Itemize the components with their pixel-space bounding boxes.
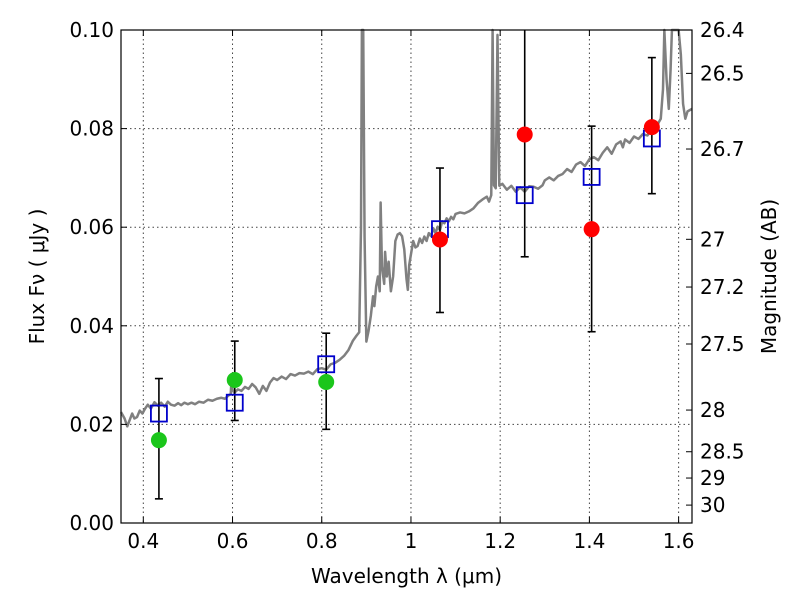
- x-tick-label: 0.4: [127, 529, 159, 553]
- axis-ticks: [121, 29, 692, 524]
- y-tick-label: 0.10: [69, 18, 114, 42]
- y-right-tick-label: 28: [700, 398, 725, 422]
- observed-photometry-points: [150, 119, 660, 449]
- y-right-tick-label: 29: [700, 466, 725, 490]
- x-tick-label: 1.4: [573, 529, 605, 553]
- x-tick-label: 1: [405, 529, 418, 553]
- y-axis-right-title: Magnitude (AB): [757, 199, 781, 354]
- x-tick-label: 0.8: [306, 529, 338, 553]
- y-right-tick-label: 28.5: [700, 440, 745, 464]
- y-right-tick-label: 27: [700, 227, 725, 251]
- y-right-tick-label: 27.5: [700, 332, 745, 356]
- x-tick-label: 0.6: [217, 529, 249, 553]
- model-photometry-square: [150, 404, 168, 423]
- y-right-tick-label: 26.7: [700, 137, 745, 161]
- model-spectrum-layer: [119, 28, 693, 428]
- y-tick-label: 0.00: [69, 511, 114, 535]
- observed-point: [643, 119, 660, 136]
- observed-point: [516, 126, 533, 143]
- observed-point: [431, 231, 448, 248]
- y-right-tick-label: 27.2: [700, 275, 745, 299]
- grid-lines: [121, 30, 692, 523]
- tick-labels: 0.4 0.6 0.8 1 1.2 1.4 1.6 0.00 0.02 0.04 0.06 0.08 0…: [69, 18, 744, 553]
- model-photometry-square: [225, 393, 244, 412]
- y-tick-label: 0.08: [69, 117, 114, 141]
- model-photometry-square: [317, 355, 336, 374]
- y-tick-label: 0.04: [69, 314, 114, 338]
- observed-point: [226, 372, 243, 389]
- model-photometry-square: [582, 168, 601, 186]
- model-spectrum-line: [119, 28, 693, 428]
- plot-frame: [120, 29, 693, 524]
- y-tick-label: 0.06: [69, 215, 114, 239]
- y-right-tick-label: 30: [700, 493, 725, 517]
- model-photometry-squares: [150, 129, 661, 423]
- y-right-tick-label: 26.4: [700, 18, 745, 42]
- observed-point: [583, 221, 600, 238]
- x-tick-label: 1.6: [663, 529, 695, 553]
- observed-point: [150, 432, 167, 449]
- model-photometry-square: [515, 186, 534, 205]
- x-axis-title: Wavelength λ (μm): [311, 564, 502, 588]
- y-tick-label: 0.02: [69, 412, 114, 436]
- y-axis-title: Flux Fν ( μJy ): [25, 209, 49, 345]
- y-right-tick-label: 26.5: [700, 61, 745, 85]
- observed-point: [318, 374, 335, 391]
- x-tick-label: 1.2: [484, 529, 516, 553]
